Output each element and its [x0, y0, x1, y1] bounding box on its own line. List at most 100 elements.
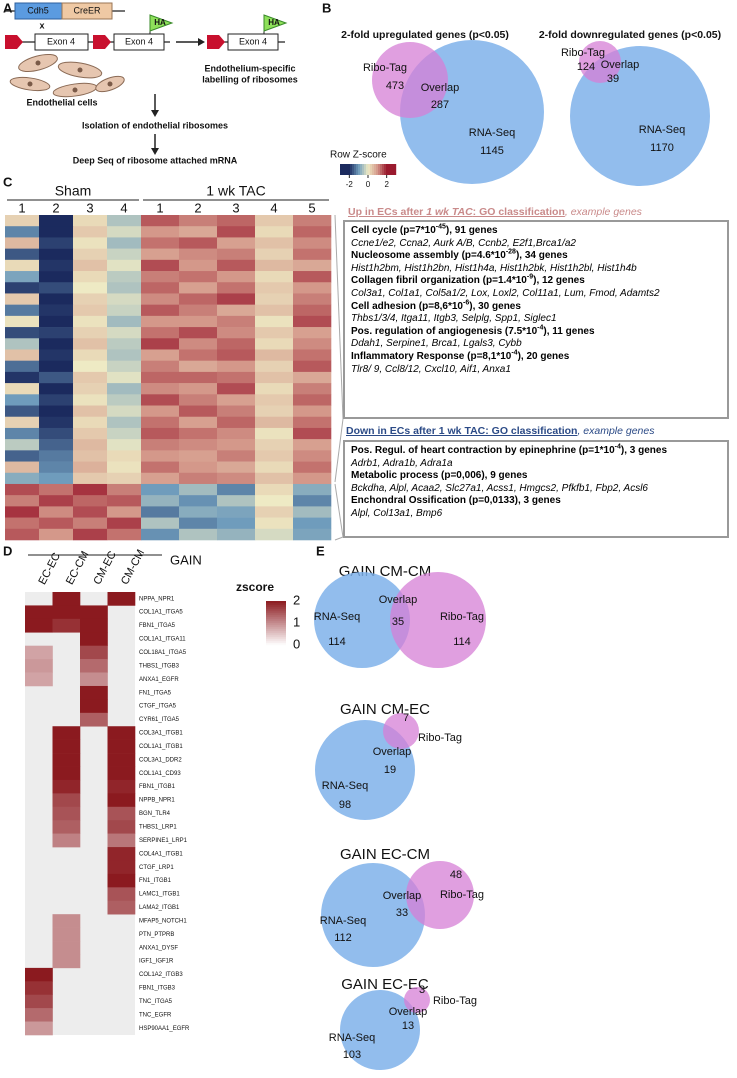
heatmap-cell [179, 226, 218, 238]
heatmap-cell [39, 450, 74, 462]
heatmap-cell [39, 416, 74, 429]
heatmap-cell [293, 360, 332, 373]
legend-swatch [344, 164, 347, 175]
term-title: Collagen fibril organization (p=1.4*10 [351, 275, 527, 287]
heatmap-cell [107, 873, 136, 888]
row-label: HSP90AA1_EGFR [139, 1026, 190, 1032]
venn-value: 3 [419, 984, 425, 996]
heatmap-cell [5, 237, 40, 249]
heatmap-cell [52, 820, 81, 834]
heatmap-cell [73, 304, 108, 317]
heatmap-cell [107, 315, 142, 328]
venn-circle [404, 987, 430, 1013]
row-label: CTGF_ITGA5 [139, 704, 177, 710]
column-label: EC-EC [36, 551, 63, 587]
heatmap-cell [293, 259, 332, 272]
heatmap-cell [255, 439, 294, 451]
heatmap-cell [107, 820, 136, 834]
heatmap-cell [25, 659, 53, 673]
heatmap-cell [255, 304, 294, 317]
legend-swatch [386, 164, 389, 175]
legend-title: Row Z-score [330, 150, 387, 161]
heatmap-cell [5, 394, 40, 406]
row-label: COL1A1_ITGA11 [139, 637, 186, 643]
heatmap-cell [217, 405, 256, 418]
legend-swatch [266, 633, 286, 636]
heatmap-cell [255, 282, 294, 294]
heatmap-cell [73, 349, 108, 361]
heatmap-cell [293, 237, 332, 249]
venn-circle [340, 990, 420, 1070]
go-box: Pos. Regul. of heart contraction by epin… [343, 440, 729, 538]
term-title: Cell cycle (p=7*10 [351, 225, 436, 236]
venn-value: 35 [392, 616, 404, 628]
heatmap-cell [107, 528, 142, 541]
heatmap-cell [179, 472, 218, 485]
heatmap-cell [255, 405, 294, 418]
heatmap-cell [179, 394, 218, 406]
legend-swatch [354, 164, 357, 175]
legend-swatch [266, 627, 286, 630]
go-term: Inflammatory Response (p=8,1*10-4), 20 g… [351, 350, 721, 364]
legend-swatch [266, 603, 286, 606]
heatmap-cell [217, 248, 256, 261]
heatmap-cell [141, 293, 180, 305]
heatmap-cell [217, 472, 256, 485]
row-label: THBS1_ITGB3 [139, 663, 180, 669]
heatmap-cell [39, 271, 74, 283]
legend-swatch [266, 611, 286, 614]
heatmap-cell [73, 259, 108, 272]
heatmap-cell [5, 349, 40, 361]
heatmap-cell [141, 215, 180, 227]
heatmap-cell [5, 360, 40, 373]
heatmap-cell [25, 981, 53, 996]
venn-value: 112 [334, 932, 352, 944]
heatmap-cell [179, 304, 218, 317]
group-label: 1 wk TAC [206, 183, 265, 199]
row-label: LAMC1_ITGB1 [139, 892, 180, 898]
heatmap-cell [217, 349, 256, 361]
heatmap-cell [80, 659, 108, 673]
go-term: Cell adhesion (p=8,6*10-6), 30 genes [351, 299, 721, 314]
venn-label: RNA-Seq [469, 127, 515, 139]
heatmap-cell [73, 506, 108, 518]
heatmap-cell [52, 833, 81, 848]
heatmap-cell [107, 472, 142, 485]
legend-swatch [356, 164, 359, 175]
legend-swatch [266, 601, 286, 604]
legend-swatch [266, 637, 286, 640]
venn-value: 98 [339, 799, 351, 811]
venn-title: GAIN CM-EC [340, 701, 430, 718]
term-exponent: -6 [463, 299, 470, 307]
heatmap-cell [141, 439, 180, 451]
legend-tick-label: 2 [384, 180, 389, 189]
venn-circle [383, 713, 419, 749]
row-label: IGF1_IGF1R [139, 959, 174, 965]
heatmap-cell [217, 293, 256, 305]
heatmap-cell [73, 383, 108, 395]
label: Exon 4 [47, 36, 75, 46]
venn-circle [321, 863, 425, 967]
venn-value: 19 [384, 764, 396, 776]
text: 1 wk TAC [426, 206, 473, 218]
heatmap-cell [107, 416, 142, 429]
heatmap-cell [73, 327, 108, 339]
heatmap-cell [293, 327, 332, 339]
legend-swatch [266, 607, 286, 610]
venn-label: Overlap [379, 594, 418, 606]
legend-tick-label: 0 [293, 636, 300, 651]
heatmap-cell [39, 472, 74, 485]
legend-swatch [370, 164, 373, 175]
venn-circle [406, 861, 474, 929]
legend-swatch [266, 639, 286, 642]
label: Endothelial cells [26, 97, 97, 107]
heatmap-cell [217, 338, 256, 350]
venn-value: 48 [450, 869, 462, 881]
go-term: Pos. regulation of angiogenesis (7.5*10-… [351, 324, 721, 339]
venn-label: Overlap [389, 1006, 428, 1018]
heatmap-cell [73, 226, 108, 238]
venn-value: 7 [403, 712, 409, 724]
heatmap-cell [107, 293, 142, 305]
row-label: ANXA1_EGFR [139, 677, 179, 683]
term-title: Cell adhesion (p=8,6*10 [351, 300, 463, 312]
